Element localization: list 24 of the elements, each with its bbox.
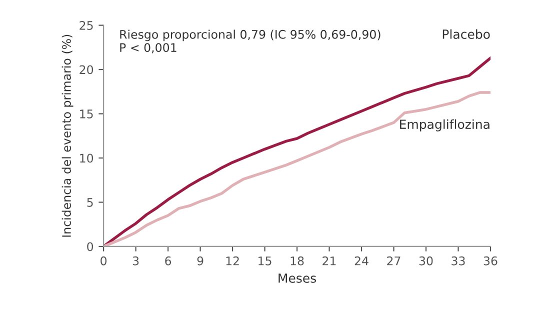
x-tick-label: 33	[452, 256, 465, 266]
x-tick-label: 24	[354, 256, 368, 266]
y-tick-label: 0	[87, 242, 94, 252]
series-label: Placebo	[442, 29, 490, 39]
x-tick-label: 36	[484, 256, 498, 266]
x-tick-label: 15	[258, 256, 272, 266]
y-tick-label: 25	[80, 21, 93, 30]
x-tick-label: 21	[322, 256, 336, 266]
x-tick-label: 9	[197, 256, 204, 266]
x-tick-label: 27	[387, 256, 400, 266]
x-tick-label: 6	[165, 256, 172, 266]
y-tick-label: 10	[80, 154, 94, 163]
x-tick-label: 0	[100, 256, 107, 266]
x-tick-label: 18	[290, 256, 304, 266]
x-tick-label: 12	[226, 256, 239, 266]
y-tick-label: 20	[80, 65, 94, 74]
annotation: Riesgo proporcional 0,79 (IC 95% 0,69-0,90) P < 0,001	[120, 30, 380, 54]
y-tick-label: 15	[80, 110, 93, 118]
x-tick-label: 30	[419, 256, 433, 266]
series-label: Empagliflozina	[400, 119, 490, 132]
x-axis-title: Meses	[278, 274, 316, 283]
y-axis-title: Incidencia del evento primario (%)	[62, 34, 74, 237]
x-tick-label: 3	[132, 256, 139, 266]
y-tick-label: 5	[87, 198, 93, 207]
